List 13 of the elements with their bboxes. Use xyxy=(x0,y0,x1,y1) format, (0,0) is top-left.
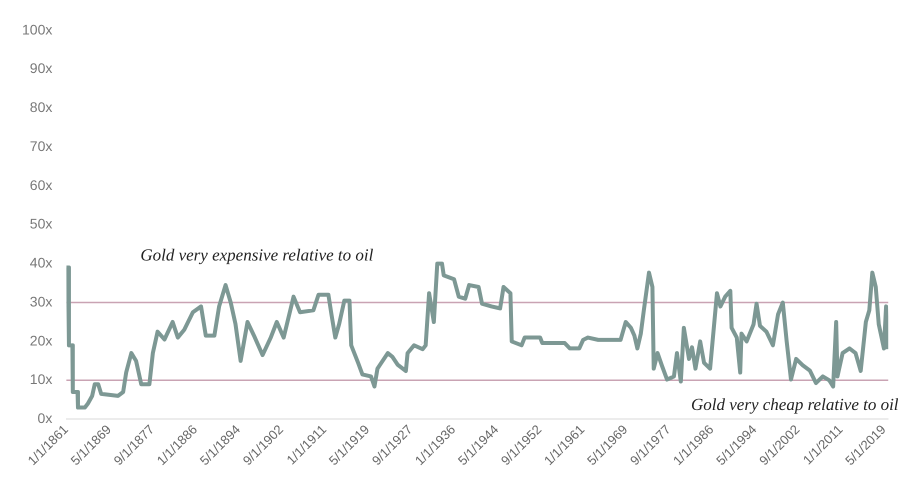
annotation: Gold very cheap relative to oil xyxy=(690,395,899,414)
y-tick-label: 50x xyxy=(30,216,52,232)
y-tick-label: 30x xyxy=(30,293,52,310)
y-tick-label: 100x xyxy=(22,21,52,38)
y-tick-label: 60x xyxy=(30,176,52,193)
y-tick-label: 20x xyxy=(30,332,52,348)
y-tick-label: 90x xyxy=(30,60,52,76)
y-tick-label: 70x xyxy=(30,138,52,154)
y-tick-label: 10x xyxy=(30,371,52,388)
annotation: Gold very expensive relative to oil xyxy=(140,245,374,264)
y-tick-label: 40x xyxy=(30,254,52,271)
y-tick-label: 80x xyxy=(30,99,52,116)
y-tick-label: 0x xyxy=(38,410,52,426)
